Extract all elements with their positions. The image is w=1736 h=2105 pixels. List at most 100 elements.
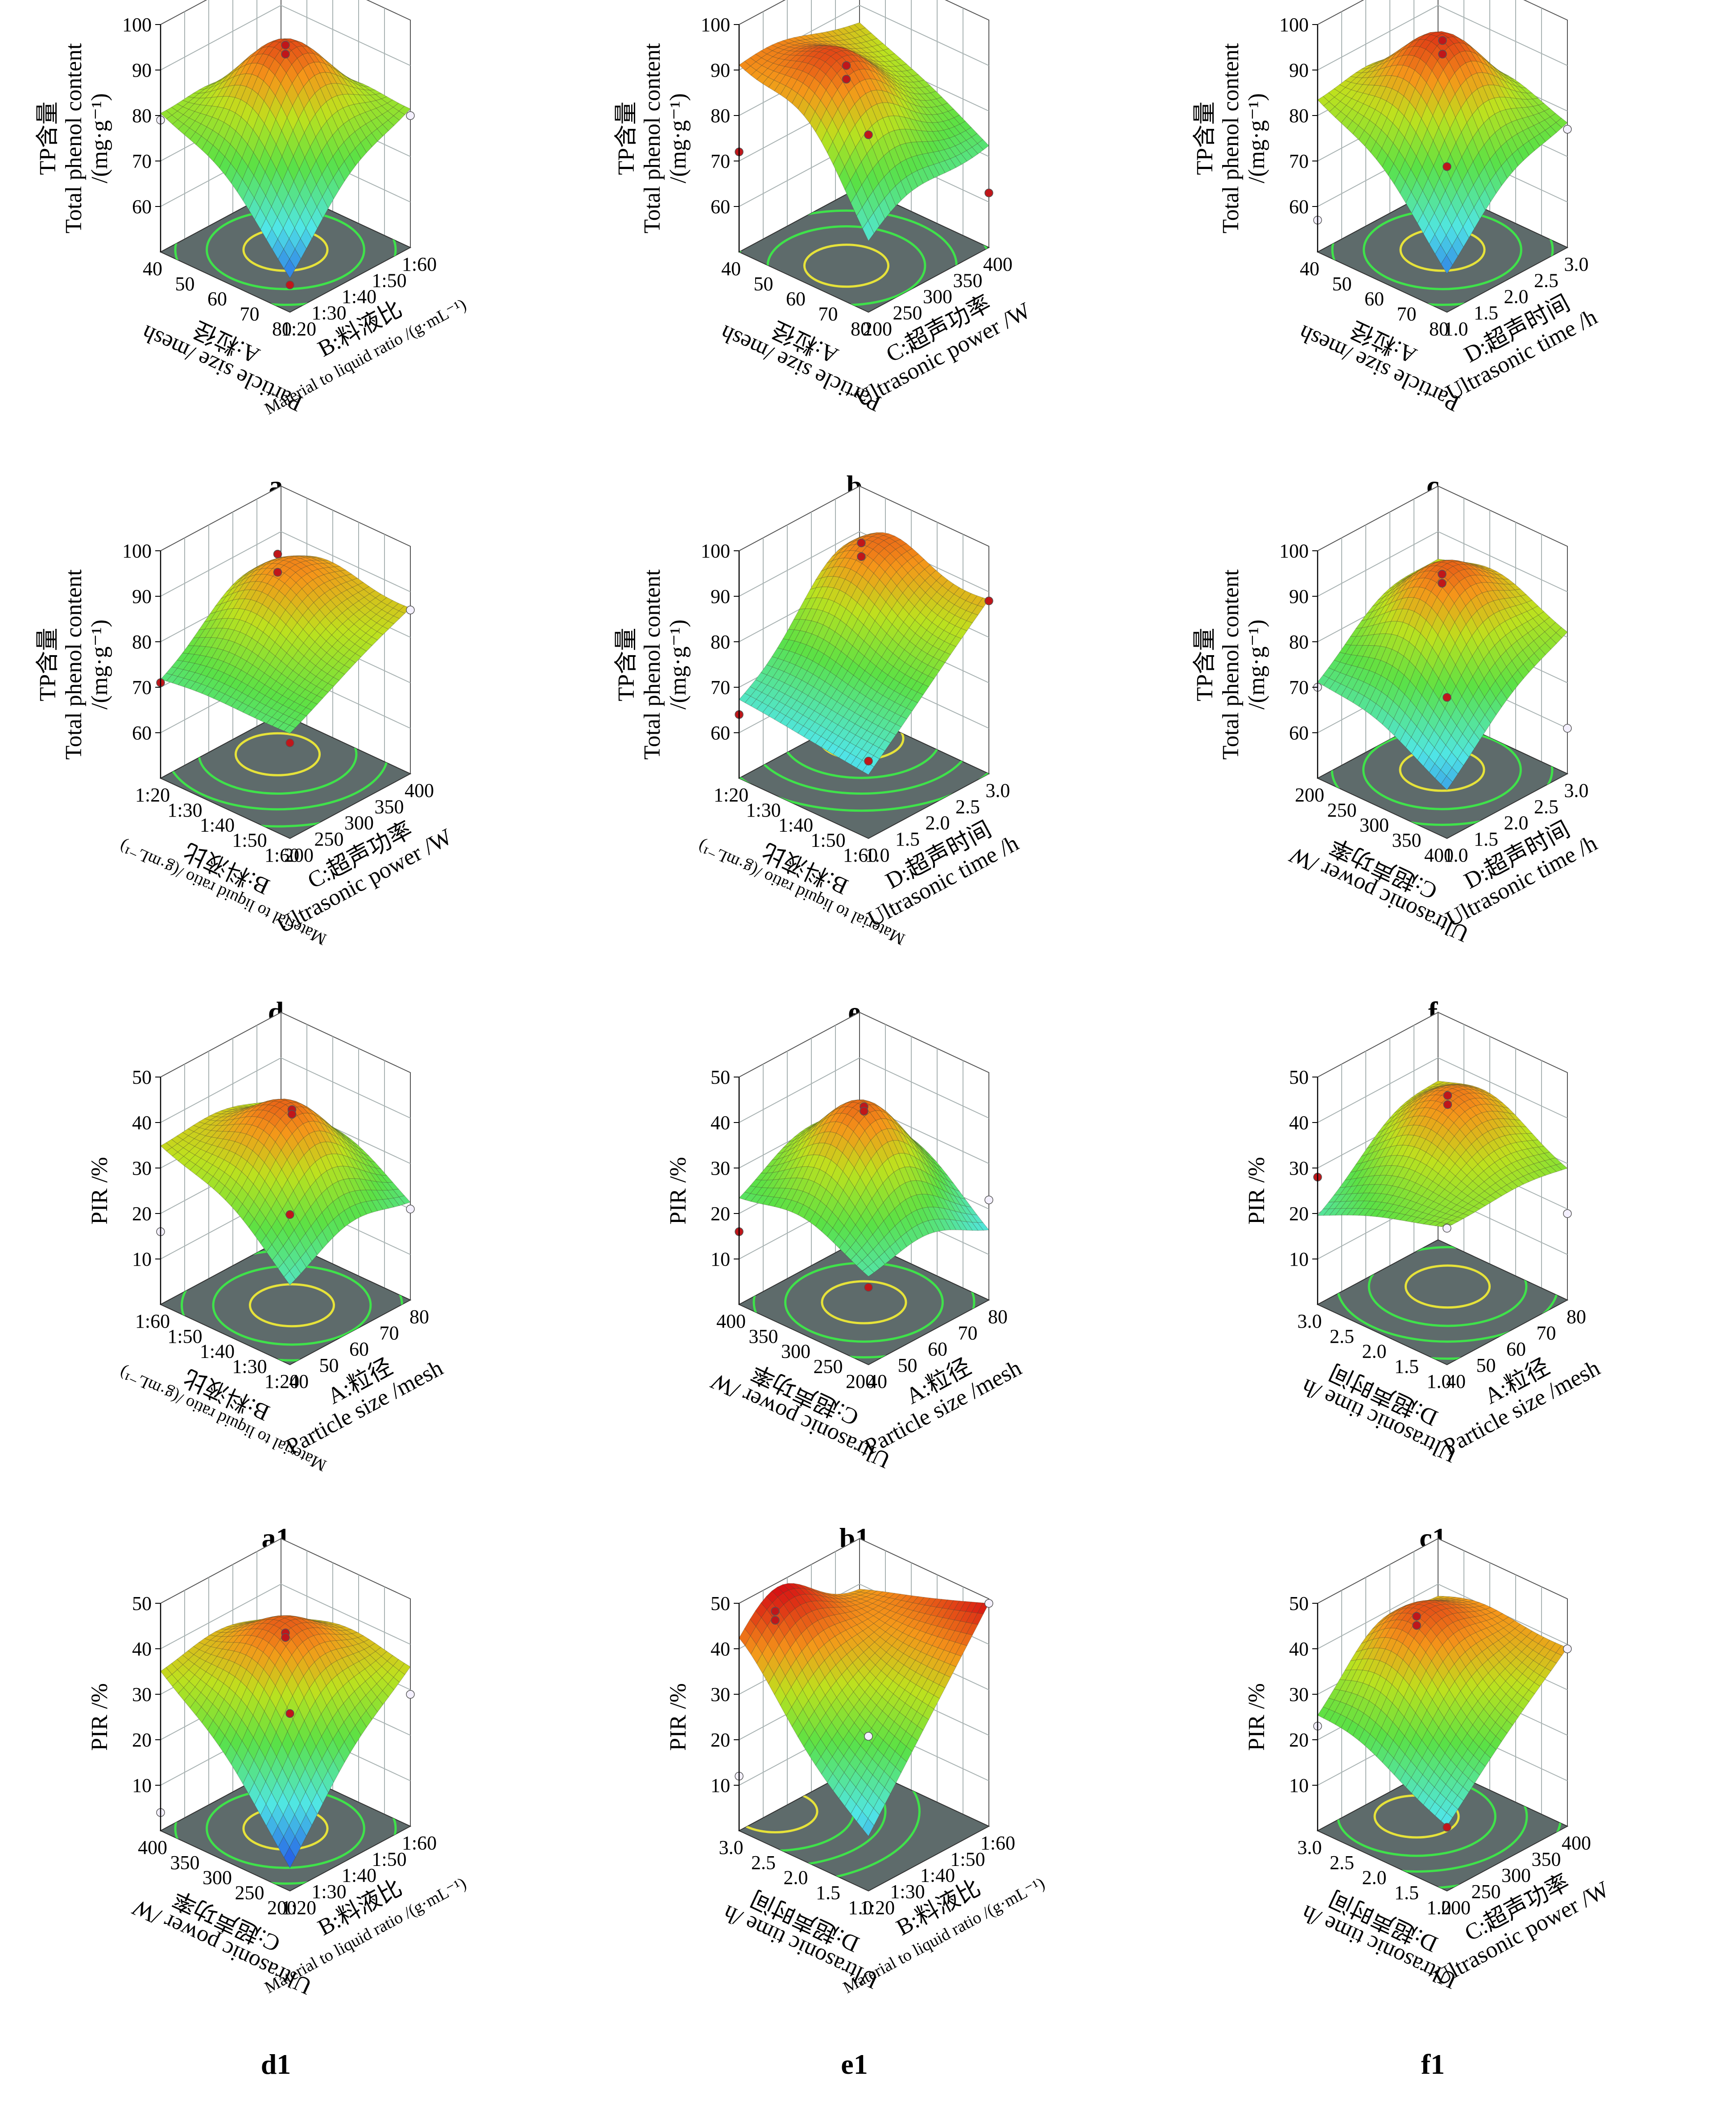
right-axis-tick-label: 3.0 — [986, 780, 1010, 801]
right-axis-tick-label: 400 — [983, 253, 1013, 275]
z-tick-label: 50 — [711, 1066, 730, 1088]
z-tick-label: 30 — [711, 1684, 730, 1705]
design-point — [1438, 579, 1446, 587]
design-point — [843, 75, 851, 83]
z-tick-label: 40 — [711, 1638, 730, 1660]
right-axis-tick-label: 400 — [405, 780, 434, 801]
right-axis-tick-label: 250 — [893, 302, 922, 324]
z-axis-label: PIR /% — [1244, 1157, 1269, 1225]
right-axis-tick-label: 80 — [1567, 1306, 1586, 1328]
design-point — [857, 539, 865, 547]
left-axis-tick-label: 1.5 — [1394, 1882, 1419, 1903]
right-axis-tick-label: 2.0 — [926, 812, 950, 834]
z-tick-label: 90 — [711, 59, 730, 81]
left-axis-tick-label: 400 — [138, 1837, 167, 1858]
right-axis-tick-label: 300 — [1501, 1865, 1531, 1886]
z-tick-label: 100 — [701, 14, 730, 36]
right-axis-tick-label: 1:20 — [860, 1897, 895, 1919]
left-axis-tick-label: 2.0 — [784, 1867, 808, 1889]
z-tick-label: 60 — [711, 722, 730, 744]
z-axis-label: /(mg·g⁻¹) — [665, 619, 691, 710]
left-axis-tick-label: 60 — [786, 288, 806, 310]
right-axis-tick-label: 1:40 — [342, 286, 376, 308]
right-axis-tick-label: 1:30 — [890, 1881, 925, 1903]
left-axis-tick-label: 50 — [1332, 273, 1352, 295]
z-axis-label: /(mg·g⁻¹) — [87, 93, 112, 183]
design-point — [286, 1709, 294, 1717]
z-tick-label: 30 — [132, 1157, 152, 1179]
left-axis-tick-label: 1:30 — [232, 1355, 267, 1377]
z-axis-label: TP含量 — [35, 628, 61, 702]
z-tick-label: 40 — [132, 1112, 152, 1134]
z-axis-label: PIR /% — [1244, 1683, 1269, 1751]
z-axis-label: Total phenol content — [1218, 43, 1244, 233]
left-axis-tick-label: 1:50 — [167, 1325, 202, 1347]
left-axis-tick-label: 40 — [1300, 258, 1319, 280]
z-tick-label: 90 — [711, 586, 730, 607]
z-tick-label: 10 — [132, 1248, 152, 1270]
left-axis-tick-label: 400 — [716, 1310, 746, 1332]
z-tick-label: 30 — [1289, 1157, 1309, 1179]
right-axis-tick-label: 60 — [1506, 1338, 1526, 1360]
z-tick-label: 70 — [711, 150, 730, 172]
z-tick-label: 80 — [1289, 105, 1309, 127]
design-point — [1413, 1622, 1421, 1630]
z-tick-label: 60 — [711, 196, 730, 218]
design-point — [406, 111, 414, 120]
design-point — [864, 131, 872, 139]
right-axis-tick-label: 1:30 — [311, 302, 346, 324]
left-axis-tick-label: 1:20 — [135, 784, 170, 806]
right-axis-tick-label: 80 — [409, 1306, 429, 1328]
design-point — [860, 1107, 868, 1115]
left-axis-tick-label: 40 — [721, 258, 741, 280]
right-axis-tick-label: 400 — [1562, 1832, 1591, 1854]
left-axis-tick-label: 50 — [754, 273, 773, 295]
z-tick-label: 40 — [132, 1638, 152, 1660]
right-axis-tick-label: 1:30 — [311, 1881, 346, 1903]
design-point — [1438, 50, 1447, 58]
left-axis-tick-label: 3.0 — [719, 1837, 744, 1858]
right-axis-tick-label: 1:60 — [980, 1832, 1015, 1854]
left-axis-tick-label: 1:50 — [232, 829, 267, 851]
z-axis-label: PIR /% — [87, 1157, 112, 1225]
z-axis-label: Total phenol content — [640, 43, 665, 233]
design-point — [843, 62, 851, 70]
left-axis-tick-label: 1:20 — [714, 784, 748, 806]
left-axis-tick-label: 1:30 — [746, 799, 781, 821]
right-axis-tick-label: 1:50 — [950, 1848, 985, 1870]
z-tick-label: 90 — [1289, 586, 1309, 607]
z-tick-label: 50 — [1289, 1593, 1309, 1614]
z-tick-label: 70 — [1289, 677, 1309, 698]
z-tick-label: 50 — [711, 1593, 730, 1614]
z-axis-label: TP含量 — [1192, 102, 1218, 175]
design-point — [864, 1732, 872, 1740]
left-axis-tick-label: 70 — [818, 303, 838, 325]
right-axis-tick-label: 2.5 — [1534, 269, 1558, 291]
z-axis-label: TP含量 — [614, 628, 639, 702]
right-axis-tick-label: 50 — [898, 1354, 918, 1376]
design-point — [406, 1205, 414, 1213]
right-axis-tick-label: 2.0 — [1504, 286, 1529, 308]
z-tick-label: 10 — [1289, 1775, 1309, 1796]
z-tick-label: 60 — [1289, 722, 1309, 744]
z-axis-label: /(mg·g⁻¹) — [1244, 93, 1269, 183]
right-axis-tick-label: 3.0 — [1564, 253, 1589, 275]
right-axis-tick-label: 300 — [344, 812, 374, 834]
right-axis-tick-label: 1.0 — [1444, 844, 1468, 866]
right-axis-tick-label: 1:60 — [402, 253, 437, 275]
right-axis-tick-label: 70 — [380, 1322, 399, 1344]
right-axis-tick-label: 2.5 — [1534, 796, 1558, 817]
right-axis-tick-label: 80 — [988, 1306, 1008, 1328]
right-axis-tick-label: 1.5 — [895, 828, 920, 850]
left-axis-tick-label: 2.5 — [751, 1852, 776, 1874]
left-axis-tick-label: 1:40 — [778, 814, 813, 836]
design-point — [406, 1690, 414, 1698]
design-point — [864, 1284, 872, 1292]
